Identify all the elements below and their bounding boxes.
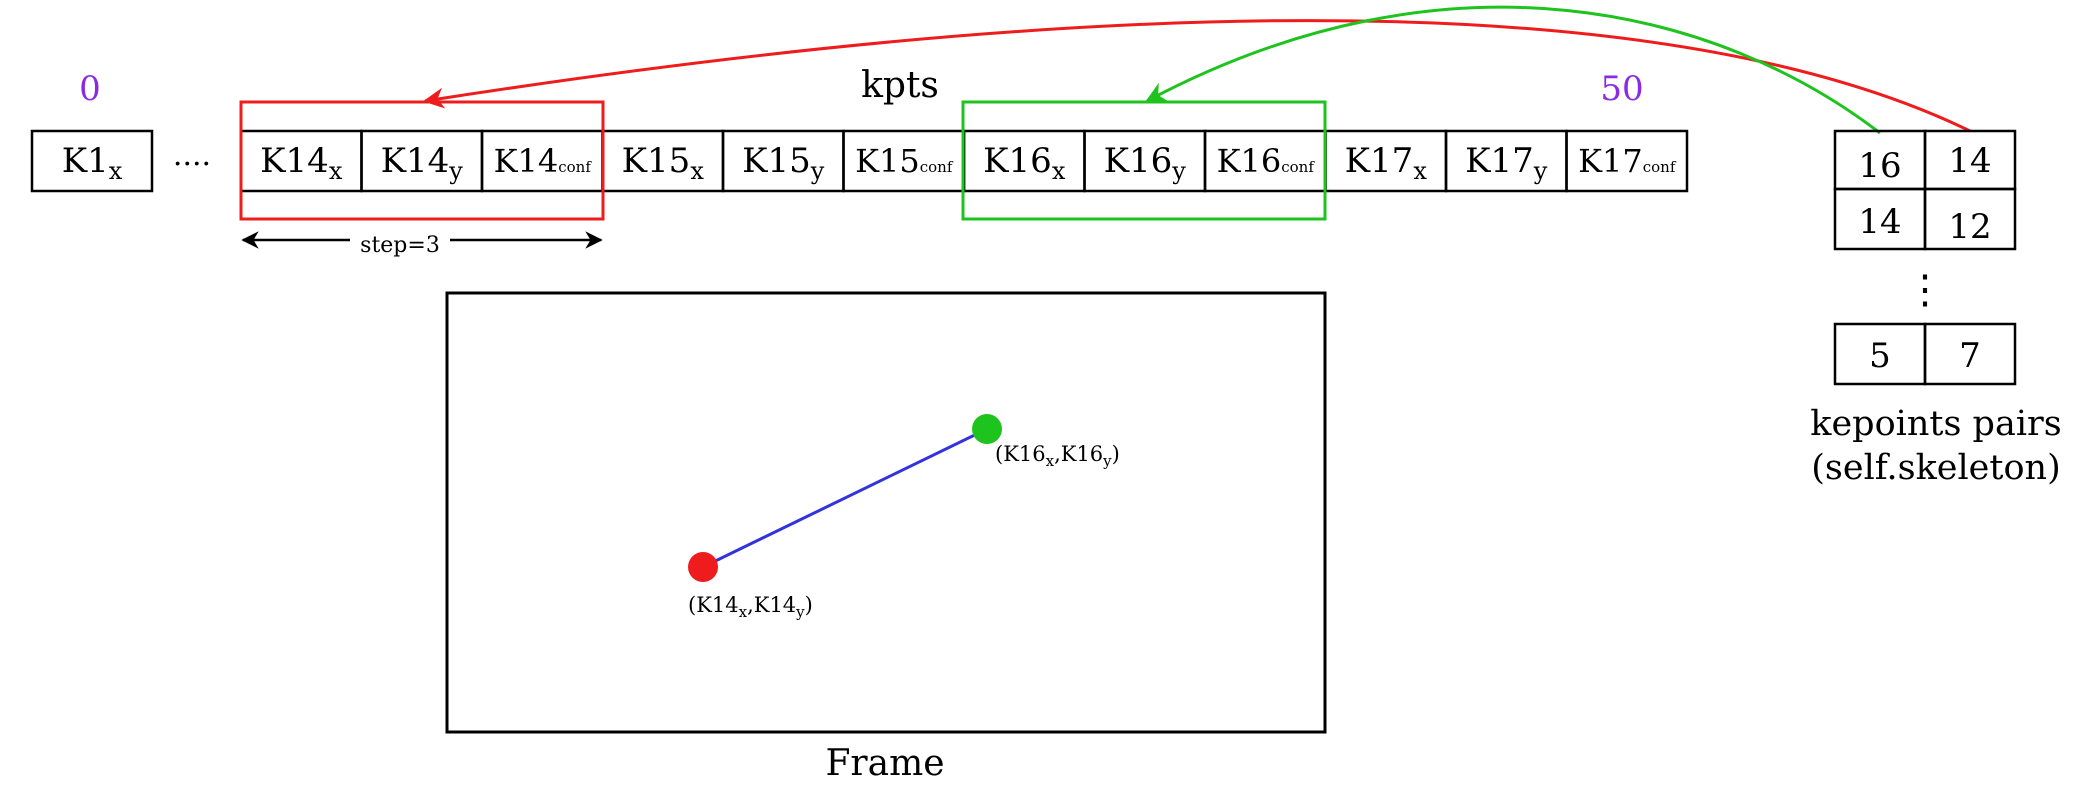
array-cell: K15conf: [842, 129, 966, 193]
skeleton-pairs-last: 5 7: [1833, 322, 2017, 386]
svg-text:K15conf: K15conf: [855, 142, 954, 180]
vertical-dots: ⋮: [1905, 267, 1945, 313]
pair-cell: 7: [1959, 336, 1981, 376]
svg-text:K17y: K17y: [1465, 141, 1548, 185]
pair-cell: 16: [1858, 146, 1901, 186]
green-curve-arrow: [1145, 5, 1881, 135]
red-curve-arrow: [422, 19, 1971, 133]
pairs-caption-line1: kepoints pairs: [1810, 404, 2061, 444]
svg-text:K16x: K16x: [983, 141, 1066, 185]
array-cell: K15y: [721, 129, 845, 193]
keypoint-k14-label: (K14x,K14y): [688, 593, 813, 621]
array-cell: K17y: [1444, 129, 1568, 193]
pair-cell: 12: [1948, 207, 1991, 247]
svg-text:K17x: K17x: [1345, 141, 1428, 185]
pair-cell: 14: [1948, 141, 1991, 181]
array-cell: K17conf: [1565, 129, 1689, 193]
keypoint-k16: [972, 414, 1002, 444]
pair-cell: 14: [1858, 202, 1901, 242]
kpts-array: K14x K14y K14conf K15x K15y K15conf K16x K16y K1…: [239, 129, 1689, 193]
array-cell: K14conf: [480, 129, 604, 193]
skeleton-line: [702, 427, 988, 569]
svg-text:K15x: K15x: [622, 141, 705, 185]
pairs-caption-line2: (self.skeleton): [1811, 448, 2060, 488]
keypoint-k16-label: (K16x,K16y): [995, 442, 1120, 470]
array-cell: K16conf: [1203, 129, 1327, 193]
array-cell: K16y: [1083, 129, 1207, 193]
svg-text:K14x: K14x: [260, 141, 343, 185]
svg-text:K14conf: K14conf: [494, 142, 593, 180]
svg-text:K16conf: K16conf: [1217, 142, 1316, 180]
ellipsis-label: ....: [173, 138, 211, 173]
highlight-box-k16: [961, 100, 1327, 221]
svg-text:K17conf: K17conf: [1578, 142, 1677, 180]
index-end-label: 50: [1600, 69, 1643, 109]
svg-text:K16y: K16y: [1104, 141, 1187, 185]
array-cell: K14x: [239, 129, 363, 193]
array-cell: K16x: [962, 129, 1086, 193]
array-cell: K15x: [601, 129, 725, 193]
array-cell: K14y: [360, 129, 484, 193]
svg-text:K1x: K1x: [62, 141, 123, 185]
highlight-box-k14: [239, 100, 605, 221]
svg-text:K14y: K14y: [381, 141, 464, 185]
pair-cell: 5: [1869, 336, 1891, 376]
index-start-label: 0: [79, 69, 101, 109]
array-cell: K17x: [1324, 129, 1448, 193]
frame-box: [445, 291, 1327, 734]
skeleton-pairs-table: 16 14 14 12: [1833, 129, 2017, 251]
frame-label: Frame: [825, 743, 944, 784]
svg-text:K15y: K15y: [742, 141, 825, 185]
array-title: kpts: [861, 65, 939, 106]
step-label: step=3: [360, 233, 440, 258]
keypoint-k14: [688, 552, 718, 582]
array-cell: K1x: [30, 129, 154, 193]
